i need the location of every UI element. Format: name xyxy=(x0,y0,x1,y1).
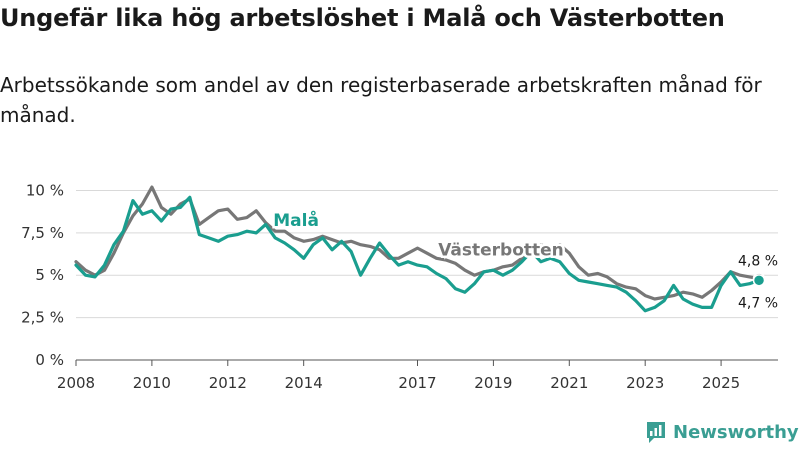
brand: Newsworthy xyxy=(645,420,799,444)
y-tick-label: 7,5 % xyxy=(21,224,64,242)
brand-name: Newsworthy xyxy=(673,421,799,443)
end-value-label: 4,8 % xyxy=(738,254,778,270)
series-label: Västerbotten xyxy=(438,241,564,261)
x-tick-label: 2021 xyxy=(550,374,588,392)
x-tick-label: 2008 xyxy=(57,374,95,392)
end-marker xyxy=(752,274,766,287)
x-tick-label: 2014 xyxy=(285,374,323,392)
chart-title: Ungefär lika hög arbetslöshet i Malå och… xyxy=(0,4,725,32)
y-tick-label: 10 % xyxy=(26,181,64,199)
series-line-vasterbotten xyxy=(74,185,761,301)
y-tick-label: 2,5 % xyxy=(21,309,64,327)
x-tick-label: 2010 xyxy=(133,374,171,392)
end-value-label: 4,7 % xyxy=(738,295,778,311)
series-line-mala xyxy=(74,195,761,313)
y-tick-label: 0 % xyxy=(35,351,64,369)
x-tick-label: 2019 xyxy=(474,374,512,392)
newsworthy-logo-icon xyxy=(647,422,665,443)
x-tick-label: 2025 xyxy=(702,374,740,392)
series-label: Malå xyxy=(273,209,319,231)
x-tick-label: 2023 xyxy=(626,374,664,392)
y-tick-label: 5 % xyxy=(35,266,64,284)
chart-subtitle: Arbetssökande som andel av den registerb… xyxy=(0,73,762,127)
x-tick-label: 2017 xyxy=(398,374,436,392)
x-tick-label: 2012 xyxy=(209,374,247,392)
